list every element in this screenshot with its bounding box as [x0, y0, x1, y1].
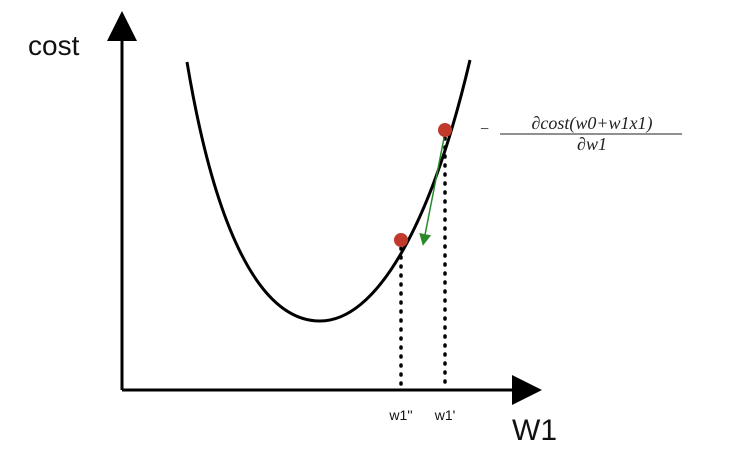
cost-curve [185, 59, 472, 323]
formula-numerator: ∂cost(w0+w1x1) [531, 113, 652, 134]
gradient-arrow [419, 137, 445, 246]
point [394, 233, 408, 247]
point-label: w1'' [388, 407, 412, 423]
x-axis-label: W1 [512, 414, 557, 447]
point [438, 123, 452, 137]
formula-denominator: ∂w1 [577, 134, 607, 154]
formula-sign: − [480, 121, 489, 138]
y-axis-label: cost [28, 30, 80, 61]
point-label: w1' [434, 407, 456, 423]
